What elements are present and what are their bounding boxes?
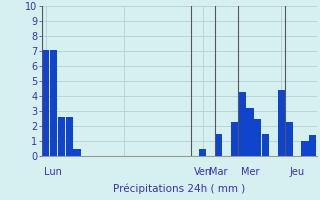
Text: Jeu: Jeu	[290, 167, 305, 177]
Text: Ven: Ven	[194, 167, 212, 177]
Bar	[246, 108, 253, 156]
Text: Précipitations 24h ( mm ): Précipitations 24h ( mm )	[113, 184, 245, 194]
Text: Lun: Lun	[44, 167, 62, 177]
Bar	[215, 134, 222, 156]
Bar	[199, 148, 206, 156]
Bar	[58, 117, 65, 156]
Bar	[278, 90, 285, 156]
Bar	[309, 135, 316, 156]
Bar	[50, 49, 57, 156]
Bar	[66, 117, 73, 156]
Bar	[231, 121, 238, 156]
Text: Mar: Mar	[209, 167, 228, 177]
Bar	[301, 141, 308, 156]
Text: Mer: Mer	[241, 167, 259, 177]
Bar	[286, 121, 293, 156]
Bar	[239, 92, 246, 156]
Bar	[254, 118, 261, 156]
Bar	[74, 148, 81, 156]
Bar	[262, 134, 269, 156]
Bar	[42, 49, 49, 156]
